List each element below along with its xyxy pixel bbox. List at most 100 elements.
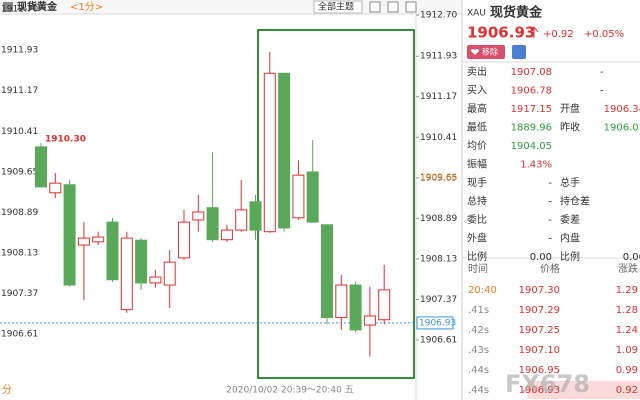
candle-body [106,221,119,281]
remove-button[interactable] [467,45,505,59]
watermark: FX678 [505,370,590,398]
trade-cell: 1.24 [616,325,638,336]
trades-header: 时间 [468,262,488,275]
last-price-label: 1906.93 [419,318,456,328]
y-tick-label: 1907.37 [1,289,38,299]
field-label: 总持 [467,195,487,208]
tool-icon[interactable] [387,1,399,13]
period[interactable]: <1分> [70,1,103,13]
y-tick-label: 1912.70 [1,5,38,15]
tool-icon[interactable] [369,1,381,13]
y-tick-label: 1912.70 [420,11,457,21]
symbol-title: 现货黄金 [17,0,58,13]
candle-body [292,174,305,219]
field-label: 最低 [467,121,487,134]
candle-body [306,171,319,223]
candle-body [378,289,391,321]
trades-header: 价格 [540,262,560,275]
field-value: 0.00 [530,252,552,263]
quote-price: 1906.93 [467,24,535,42]
field-value: 1.43% [520,160,552,171]
field-label: 卖出 [467,65,487,78]
candle-body [278,72,291,229]
highlight-row [528,381,640,399]
y-tick-label: 1908.13 [420,254,457,264]
y-tick-label: 1908.13 [1,248,38,258]
field-value: 1917.15 [511,104,552,115]
y-tick-label: 1911.17 [1,86,38,96]
time-range: 2020/10/02 20:39～20:40 五 [226,386,353,396]
field-label: 内盘 [560,232,580,245]
field-value: 1906.78 [511,86,552,97]
candle-body [63,184,76,286]
field-label: 委差 [560,213,580,226]
trade-cell: .41s [468,305,489,316]
candle-body [335,284,348,319]
tool-icon[interactable] [405,1,417,13]
menu-icon[interactable] [3,2,13,12]
price-annotation: 1910.30 [45,135,86,145]
candle-body [35,146,47,188]
field-label: 开盘 [560,102,580,115]
trade-cell: .44s [468,385,489,396]
y-tick-label: 1909.65 [1,167,38,177]
trade-cell: 1.28 [616,305,638,316]
field-label: 买入 [467,85,487,97]
field-label: 比例 [560,250,580,263]
field-label: 委比 [467,213,487,226]
field-label: 比例 [467,250,487,263]
trades-header: 涨跌 [618,262,638,275]
trade-cell: 20:40 [468,285,497,296]
candle-body [349,284,362,331]
alert-button[interactable] [512,45,526,59]
y-tick-label: 1906.61 [1,329,38,339]
y-tick-label: 1908.89 [420,214,457,224]
field-value: - [548,215,552,226]
quote-symbol: XAU [467,9,486,19]
y-tick-label: 1910.41 [420,133,457,143]
field-value: 0.00 [623,252,640,263]
candle-body [92,236,105,243]
candle-body [249,201,262,231]
y-tick-label: 1907.37 [420,295,457,305]
y-tick-label: 1909.65 [420,173,457,183]
field-value: - [548,234,552,245]
candle-body [235,209,248,231]
trade-cell: .43s [468,345,489,356]
field-label: 外盘 [467,232,487,245]
candle-body [206,207,219,241]
candle-body [149,276,162,284]
trade-cell: 1906.95 [519,365,560,376]
field-label: 均价 [467,140,487,152]
candle-body [220,229,233,241]
quote-change-pct: +0.05% [584,29,624,40]
candle-body [120,237,133,311]
field-label: 振幅 [467,158,487,171]
candle-body [135,239,148,284]
y-tick-label: 1910.41 [1,127,38,137]
candle-body [263,72,276,233]
trade-cell: 0.92 [616,385,638,396]
field-label: 最高 [467,102,487,115]
quote-name: 现货黄金 [490,5,543,21]
candle-body [178,221,190,259]
trade-cell: 1906.93 [519,385,560,396]
trade-cell: 1.29 [616,285,638,296]
trade-cell: .44s [468,365,489,376]
trade-cell: 1907.29 [519,305,560,316]
candle-body [163,261,176,286]
candle-body [363,315,376,326]
y-tick-label: 1911.93 [420,52,457,62]
field-value: 1906.01 [604,123,640,134]
quote-change: +0.92 [543,29,574,40]
candle-body [77,237,90,246]
trade-cell: 1907.10 [519,345,560,356]
trade-cell: 1907.30 [519,285,560,296]
trade-cell: 0.99 [616,365,638,376]
theme-dropdown[interactable] [313,0,363,14]
field-value: - [548,197,552,208]
last-price-box [416,316,454,330]
field-value: 1904.05 [511,141,552,152]
ref-price-label: 1909.66 [420,173,457,183]
